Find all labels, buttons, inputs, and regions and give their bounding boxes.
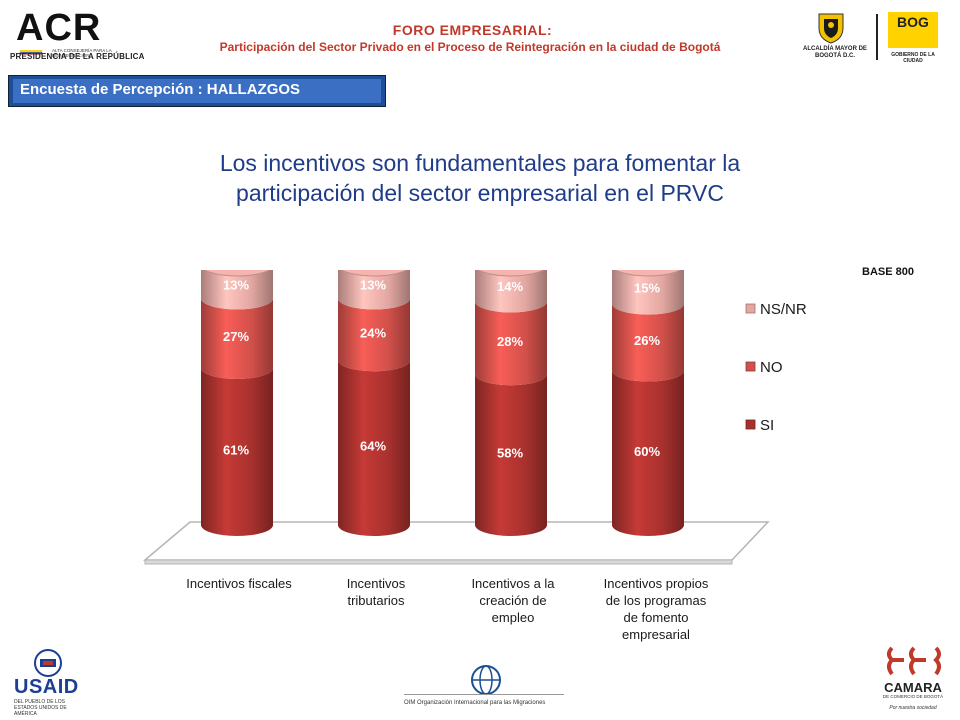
category-label: Incentivos propios [604, 576, 709, 591]
data-label: 24% [360, 325, 386, 340]
data-label: 14% [497, 279, 523, 294]
legend-label: NS/NR [760, 301, 807, 318]
cylinder-segment [475, 374, 547, 536]
page-title-line2: participación del sector empresarial en … [236, 180, 724, 206]
oim-label: OIM Organización Internacional para las … [404, 700, 546, 706]
foro-subtitle: Participación del Sector Privado en el P… [219, 40, 721, 54]
category-label: Incentivos fiscales [186, 576, 292, 591]
category-label: tributarios [347, 593, 405, 608]
foro-title: FORO EMPRESARIAL: [392, 22, 553, 38]
chart-floor-edge [144, 559, 733, 565]
cylinder-segment [201, 298, 273, 379]
data-label: 64% [360, 439, 386, 454]
category-label: creación de [479, 593, 546, 608]
category-label: de fomento [623, 610, 688, 625]
camara-slogan: Por nuestra sociedad [889, 705, 937, 711]
acr-logo-text: ACR [16, 7, 102, 49]
bog-subtitle: GOBIERNO DE LA CIUDAD [891, 52, 935, 64]
page-title: Los incentivos son fundamentales para fo… [120, 148, 840, 208]
cylinder-top [204, 270, 270, 277]
cylinder-segment [475, 301, 547, 386]
cylinder-segment [201, 270, 273, 310]
cylinder-segment [201, 367, 273, 536]
data-label: 60% [634, 444, 660, 459]
oim-globe-icon [471, 665, 501, 695]
bogota-shield-icon [818, 13, 844, 44]
data-label: 13% [360, 278, 386, 293]
cylinder-top [478, 270, 544, 277]
camara-subtitle: DE COMERCIO DE BOGOTÁ [882, 694, 944, 699]
category-label: empleo [492, 610, 535, 625]
category-label: Incentivos [347, 576, 406, 591]
usaid-logo-text: USAID [14, 676, 79, 698]
cylinder-segment [338, 270, 410, 310]
camara-logo-text: CAMARA [884, 680, 942, 695]
usaid-subtitle: DEL PUEBLO DE LOS ESTADOS UNIDOS DE AMÉR… [14, 699, 67, 717]
data-label: 26% [634, 333, 660, 348]
data-label: 13% [223, 278, 249, 293]
cylinder-segment [612, 270, 684, 315]
header-divider [876, 14, 878, 60]
section-label: Encuesta de Percepción : HALLAZGOS [20, 81, 301, 98]
alcaldia-label: ALCALDÍA MAYOR DE BOGOTÁ D.C. [803, 46, 867, 59]
data-label: 58% [497, 446, 523, 461]
legend-swatch [745, 303, 756, 314]
section-banner [8, 75, 386, 107]
data-label: 28% [497, 334, 523, 349]
legend-swatch [745, 419, 756, 430]
stacked-cylinder-chart: 61% 27% 13% Incentivos fiscales 64% 24% 13% Inc… [142, 270, 807, 642]
cylinder-top [341, 270, 407, 277]
category-label: Incentivos a la [471, 576, 555, 591]
category-label: de los programas [606, 593, 707, 608]
cylinder-segment [338, 298, 410, 372]
colombia-flag-icon [19, 50, 43, 55]
usaid-seal-icon [34, 649, 62, 677]
cylinder-segment [612, 303, 684, 382]
camara-logo-icon [887, 646, 941, 676]
acr-subtitle: ALTA CONSEJERÍA PARA LA REINTEGRACIÓN [52, 48, 112, 58]
presidencia-label: PRESIDENCIA DE LA REPÚBLICA [10, 52, 145, 61]
data-label: 15% [634, 280, 660, 295]
data-label: 61% [223, 442, 249, 457]
legend-swatch [745, 361, 756, 372]
legend-label: NO [760, 359, 783, 376]
category-label: empresarial [622, 627, 690, 642]
data-label: 27% [223, 329, 249, 344]
cylinder-segment [612, 370, 684, 536]
cylinder-segment [475, 270, 547, 313]
legend-label: SI [760, 417, 774, 434]
cylinder-top [615, 270, 681, 277]
bog-logo [888, 12, 938, 48]
oim-divider [404, 694, 564, 695]
page-title-line1: Los incentivos son fundamentales para fo… [219, 150, 741, 176]
base-label: BASE 800 [862, 266, 914, 278]
cylinder-segment [338, 360, 410, 536]
bog-logo-text: BOG [897, 14, 929, 30]
